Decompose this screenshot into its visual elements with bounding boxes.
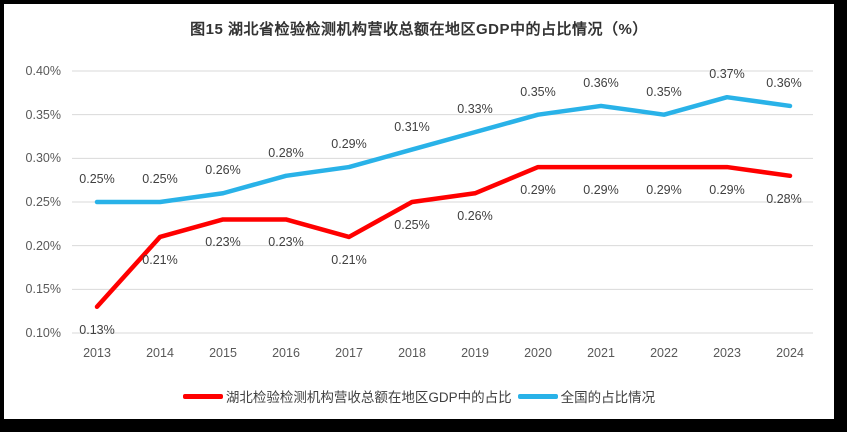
x-axis-tick-label: 2015 — [209, 346, 237, 360]
chart-panel: 图15 湖北省检验检测机构营收总额在地区GDP中的占比情况（%） 0.40% 0.… — [4, 4, 834, 419]
hubei-gdp-share-line — [94, 164, 793, 310]
x-axis-tick-label: 2023 — [713, 346, 741, 360]
x-axis-tick-label: 2024 — [776, 346, 804, 360]
hubei-gdp-share-point-label: 0.13% — [79, 322, 115, 337]
hubei-gdp-share-point-label: 0.21% — [331, 252, 367, 267]
national-gdp-share-line — [94, 94, 793, 205]
hubei-gdp-share-point-label: 0.29% — [583, 183, 619, 198]
national-gdp-share-point-label: 0.33% — [457, 102, 493, 117]
hubei-gdp-share-point-label: 0.29% — [709, 183, 745, 198]
hubei-gdp-share-legend-item: 湖北检验检测机构营收总额在地区GDP中的占比 — [182, 386, 512, 406]
national-gdp-share-point-label: 0.25% — [79, 172, 115, 186]
x-axis-tick-label: 2019 — [461, 346, 489, 360]
national-gdp-share-point-label: 0.29% — [331, 137, 367, 152]
x-axis-tick-label: 2021 — [587, 346, 615, 360]
national-gdp-share-point-label: 0.28% — [268, 145, 304, 160]
hubei-gdp-share-point-label: 0.28% — [766, 191, 802, 206]
hubei-gdp-share-legend-label: 湖北检验检测机构营收总额在地区GDP中的占比 — [225, 390, 512, 405]
x-axis-tick-label: 2018 — [398, 346, 426, 360]
national-gdp-share-point-label: 0.35% — [520, 84, 556, 99]
y-axis-tick-label: 0.10% — [25, 326, 61, 340]
hubei-gdp-share-point-label: 0.26% — [457, 209, 493, 224]
y-axis-tick-label: 0.15% — [25, 282, 61, 297]
hubei-gdp-share-point-label: 0.29% — [646, 183, 682, 198]
y-axis-tick-label: 0.40% — [25, 64, 61, 78]
national-gdp-share-point-label: 0.36% — [583, 75, 619, 90]
hubei-gdp-share-legend-swatch — [182, 393, 223, 399]
national-gdp-share-point-label: 0.26% — [205, 163, 241, 178]
y-axis-tick-label: 0.20% — [25, 238, 61, 253]
legend: 湖北检验检测机构营收总额在地区GDP中的占比 全国的占比情况 — [4, 385, 834, 407]
chart-title: 图15 湖北省检验检测机构营收总额在地区GDP中的占比情况（%） — [190, 21, 648, 38]
national-gdp-share-point-label: 0.25% — [142, 172, 178, 186]
y-axis-tick-label: 0.35% — [25, 107, 61, 122]
national-gdp-share-point-label: 0.35% — [646, 84, 682, 99]
y-axis-tick-label: 0.25% — [25, 195, 61, 209]
hubei-gdp-share-point-label: 0.21% — [142, 252, 178, 267]
hubei-gdp-share-point-label: 0.23% — [268, 235, 304, 250]
y-axis-tick-label: 0.30% — [25, 151, 61, 166]
national-gdp-share-point-label: 0.37% — [709, 67, 745, 82]
hubei-gdp-share-point-label: 0.25% — [394, 218, 430, 232]
national-gdp-share-legend-item: 全国的占比情况 — [517, 386, 656, 406]
x-axis-tick-label: 2013 — [83, 346, 111, 360]
x-axis-tick-label: 2022 — [650, 346, 678, 360]
x-axis-tick-label: 2014 — [146, 346, 174, 360]
national-gdp-share-legend-swatch — [517, 393, 558, 399]
x-axis-tick-label: 2020 — [524, 346, 552, 360]
national-gdp-share-point-label: 0.36% — [766, 75, 802, 90]
x-axis-tick-label: 2016 — [272, 346, 300, 360]
national-gdp-share-legend-label: 全国的占比情况 — [560, 390, 656, 405]
x-axis-tick-label: 2017 — [335, 346, 363, 360]
hubei-gdp-share-point-label: 0.29% — [520, 183, 556, 198]
hubei-gdp-share-point-label: 0.23% — [205, 235, 241, 250]
national-gdp-share-point-label: 0.31% — [394, 119, 430, 134]
plot-area — [72, 70, 813, 334]
